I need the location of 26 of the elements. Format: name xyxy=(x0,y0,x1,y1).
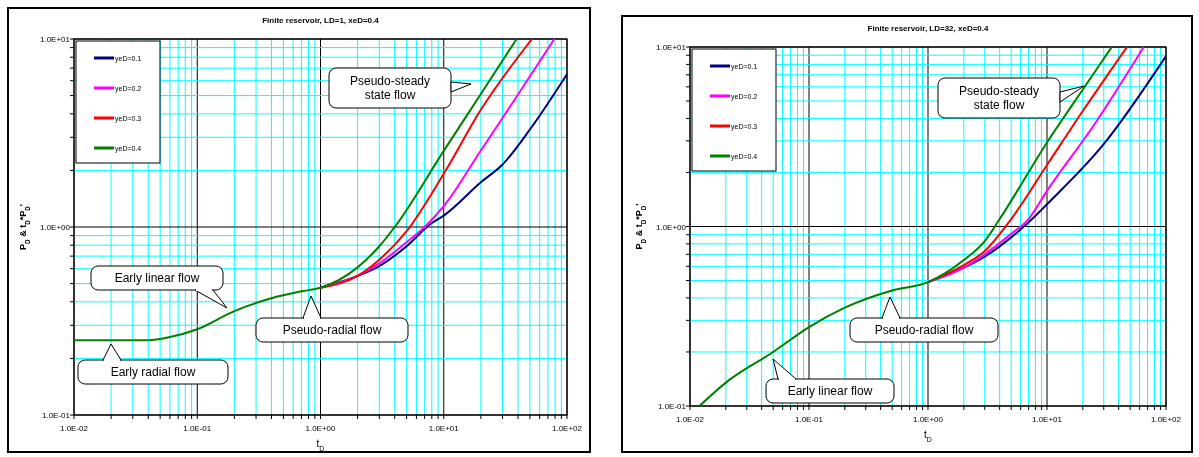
chart-title: Finite reservoir, LD=1, xeD=0.4 xyxy=(262,16,380,25)
x-tick-label: 1.0E-02 xyxy=(59,424,89,433)
x-tick-label: 1.0E+01 xyxy=(1031,415,1063,424)
x-tick-label: 1.0E+00 xyxy=(305,424,337,433)
annotation: Pseudo-radial flow xyxy=(874,323,974,337)
x-axis-title: t$_{D}$ xyxy=(924,429,932,443)
y-tick-label: 1.0E+01 xyxy=(39,35,71,44)
x-tick-label: 1.0E+01 xyxy=(428,424,460,433)
x-tick-label: 1.0E+02 xyxy=(1150,415,1182,424)
x-tick-label: 1.0E+02 xyxy=(551,424,583,433)
y-tick-label: 1.0E+00 xyxy=(39,223,71,232)
y-tick-label: 1.0E+00 xyxy=(655,222,687,232)
y-tick-label: 1.0E-01 xyxy=(657,402,687,411)
x-tick-label: 1.0E-02 xyxy=(675,415,705,424)
annotation: Pseudo-steady state flow xyxy=(958,84,1040,112)
annotation: Early radial flow xyxy=(110,365,196,379)
annotation: Early linear flow xyxy=(114,271,200,285)
x-tick-label: 1.0E-01 xyxy=(183,424,212,433)
annotation: Pseudo-radial flow xyxy=(282,323,382,337)
annotation: Early linear flow xyxy=(787,384,873,398)
chart-title: Finite reservoir, LD=32, xeD=0.4 xyxy=(867,24,990,33)
x-axis-title: t$_{D}$ xyxy=(316,438,325,452)
x-tick-label: 1.0E-01 xyxy=(794,415,824,424)
annotation: Pseudo-steady state flow xyxy=(349,74,431,102)
x-tick-label: 1.0E+00 xyxy=(912,415,944,424)
y-tick-label: 1.0E+01 xyxy=(655,43,687,52)
